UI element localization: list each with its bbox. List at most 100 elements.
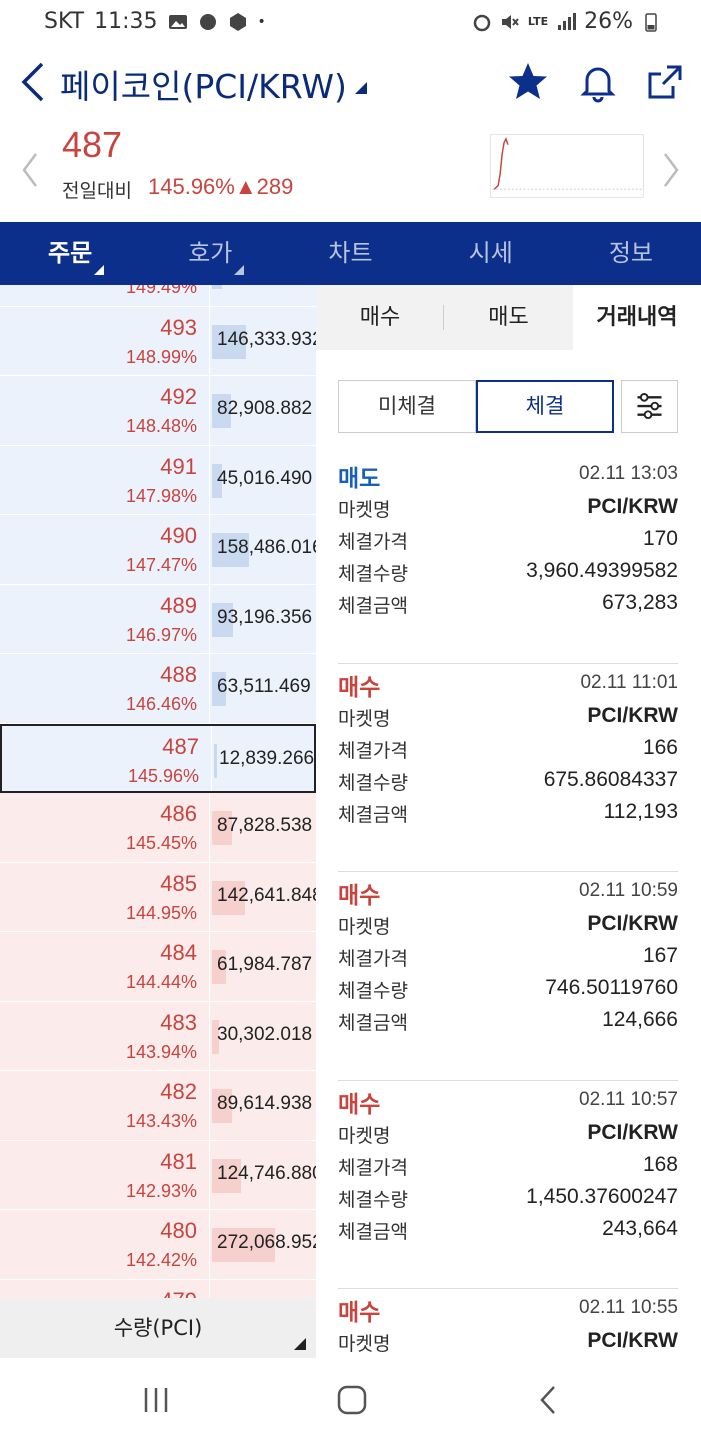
subtab-label: 매수 — [359, 305, 401, 330]
change-label: 전일대비 — [62, 180, 132, 202]
bid-row[interactable]: 479 — [0, 1279, 316, 1299]
price-summary: 487 전일대비 145.96%▲289 — [0, 120, 701, 222]
tab-label: 호가 — [188, 239, 233, 267]
field-value: 166 — [642, 735, 678, 759]
quantity-unit-selector[interactable]: 수량(PCI) — [0, 1298, 316, 1358]
star-icon[interactable] — [506, 60, 550, 104]
tab-info[interactable]: 정보 — [561, 222, 701, 285]
tab-orderbook[interactable]: 호가 — [140, 222, 280, 285]
ask-row[interactable]: 487 145.96% 12,839.266 — [0, 723, 316, 793]
main-tabs: 주문 호가 차트 시세 정보 — [0, 222, 701, 285]
tab-market-price[interactable]: 시세 — [421, 222, 561, 285]
volume-bar — [212, 285, 222, 289]
field-value: 168 — [642, 1152, 678, 1176]
bid-row[interactable]: 483 143.94% 30,302.018 — [0, 1001, 316, 1071]
filter-filled[interactable]: 체결 — [476, 380, 614, 433]
gallery-icon — [168, 14, 187, 29]
trade-item[interactable]: 매수 02.11 10:55 마켓명 PCI/KRW — [338, 1289, 678, 1358]
bell-icon[interactable] — [576, 60, 620, 104]
trade-time: 02.11 11:01 — [580, 671, 678, 693]
order-change-percent: 145.96% — [127, 765, 199, 786]
tab-chart[interactable]: 차트 — [280, 222, 420, 285]
trade-item[interactable]: 매수 02.11 10:57 마켓명 PCI/KRW 체결가격 168 체결수량 1,450.… — [338, 1081, 678, 1289]
next-market-icon[interactable] — [659, 150, 683, 190]
price-cell: 481 142.93% — [0, 1140, 210, 1209]
share-icon[interactable] — [643, 60, 687, 104]
order-price: 482 — [160, 1079, 197, 1104]
order-volume: 12,839.266 — [219, 747, 315, 769]
order-change-percent: 148.48% — [125, 416, 197, 436]
sparkline-chart — [490, 134, 644, 198]
trade-field: 체결금액 124,666 — [338, 1008, 678, 1040]
field-label: 마켓명 — [338, 707, 391, 730]
field-label: 마켓명 — [338, 1124, 391, 1147]
filter-unfilled[interactable]: 미체결 — [338, 380, 476, 433]
ask-row[interactable]: 494149.49% — [0, 285, 316, 307]
field-value: 675.86084337 — [543, 767, 678, 791]
bid-row[interactable]: 486 145.45% 87,828.538 — [0, 793, 316, 863]
order-change-percent: 145.45% — [125, 833, 197, 853]
order-price: 489 — [160, 592, 197, 618]
home-icon[interactable] — [330, 1378, 374, 1422]
volume-bar — [212, 1158, 241, 1193]
trade-item[interactable]: 매도 02.11 13:03 마켓명 PCI/KRW 체결가격 170 체결수량 3,960.… — [338, 455, 678, 664]
trade-history-list[interactable]: 매도 02.11 13:03 마켓명 PCI/KRW 체결가격 170 체결수량 3,960.… — [338, 455, 678, 1358]
alarm-icon — [473, 14, 491, 31]
ask-row[interactable]: 492 148.48% 82,908.882 — [0, 376, 316, 446]
dropdown-caret-icon — [234, 265, 245, 275]
ask-row[interactable]: 489 146.97% 93,196.356 — [0, 584, 316, 654]
bid-row[interactable]: 481 142.93% 124,746.880 — [0, 1140, 316, 1210]
subtab-label: 거래내역 — [596, 305, 678, 330]
price-cell: 494149.49% — [0, 285, 210, 306]
trade-field: 마켓명 PCI/KRW — [338, 1329, 678, 1358]
market-select-caret-icon[interactable] — [355, 82, 367, 94]
ask-row[interactable]: 491 147.98% 45,016.490 — [0, 445, 316, 515]
price-cell: 482 143.43% — [0, 1071, 210, 1140]
current-price: 487 — [62, 124, 123, 165]
volume-bar — [212, 811, 232, 845]
order-volume: 63,511.469 — [217, 676, 311, 697]
prev-market-icon[interactable] — [18, 150, 42, 190]
order-change-percent: 142.42% — [125, 1250, 197, 1270]
order-change-percent: 142.93% — [125, 1180, 197, 1201]
trade-panel: 매수 매도 거래내역 미체결 체결 매도 02.11 13:03 마켓명 PCI/KR… — [316, 285, 701, 1358]
trade-time: 02.11 13:03 — [579, 463, 678, 484]
order-price: 491 — [160, 453, 197, 479]
order-book[interactable]: 494149.49% 493 148.99% 146,333.932 492 148.48… — [0, 285, 316, 1298]
bid-row[interactable]: 480 142.42% 272,068.952 — [0, 1210, 316, 1280]
volume-bar — [212, 324, 246, 359]
volume-bar — [212, 394, 231, 428]
system-nav-bar — [0, 1358, 701, 1440]
trade-item[interactable]: 매수 02.11 11:01 마켓명 PCI/KRW 체결가격 166 체결수량 675.86… — [338, 664, 678, 872]
nav-back-icon[interactable] — [527, 1378, 571, 1422]
ask-row[interactable]: 493 148.99% 146,333.932 — [0, 306, 316, 376]
subtab-history[interactable]: 거래내역 — [573, 285, 701, 350]
back-icon[interactable] — [16, 60, 50, 104]
recent-apps-icon[interactable] — [134, 1378, 178, 1422]
settings-sliders-icon[interactable] — [621, 380, 678, 433]
field-label: 체결가격 — [338, 948, 408, 970]
ask-row[interactable]: 488 146.46% 63,511.469 — [0, 654, 316, 724]
bid-row[interactable]: 482 143.43% 89,614.938 — [0, 1071, 316, 1141]
order-change-percent: 143.94% — [125, 1041, 197, 1062]
trade-item[interactable]: 매수 02.11 10:59 마켓명 PCI/KRW 체결가격 167 체결수량 746.50… — [338, 872, 678, 1081]
order-volume: 61,984.787 — [217, 954, 313, 975]
trade-field: 체결가격 167 — [338, 944, 678, 976]
field-label: 체결가격 — [338, 739, 408, 762]
order-volume: 142,641.848 — [217, 884, 316, 906]
price-cell: 491 147.98% — [0, 445, 210, 514]
page-title[interactable]: 페이코인(PCI/KRW) — [60, 67, 347, 106]
field-value: PCI/KRW — [587, 1120, 678, 1144]
tab-order[interactable]: 주문 — [0, 222, 140, 285]
tab-label: 정보 — [608, 239, 653, 267]
trade-field: 체결수량 675.86084337 — [338, 768, 678, 800]
bid-row[interactable]: 484 144.44% 61,984.787 — [0, 932, 316, 1002]
subtab-sell[interactable]: 매도 — [444, 285, 573, 350]
order-price: 479 — [160, 1288, 197, 1299]
field-label: 체결금액 — [338, 803, 408, 826]
field-label: 마켓명 — [338, 1333, 391, 1355]
ask-row[interactable]: 490 147.47% 158,486.016 — [0, 515, 316, 585]
quantity-unit-label: 수량(PCI) — [113, 1316, 203, 1340]
bid-row[interactable]: 485 144.95% 142,641.848 — [0, 862, 316, 932]
subtab-buy[interactable]: 매수 — [316, 285, 444, 350]
